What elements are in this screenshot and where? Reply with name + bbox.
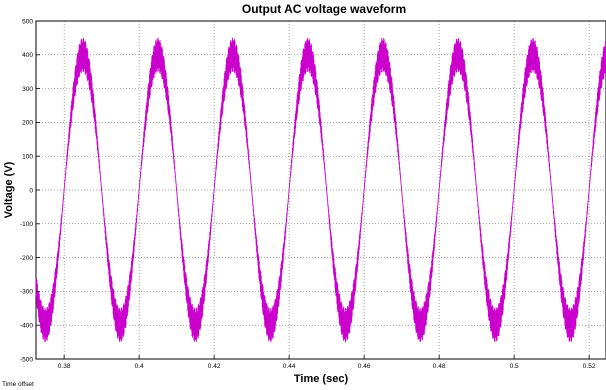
x-tick-label: 0.5 bbox=[510, 363, 519, 370]
y-tick-label: 200 bbox=[22, 120, 33, 127]
y-tick-label: -300 bbox=[20, 289, 33, 296]
y-axis-label: Voltage (V) bbox=[3, 161, 15, 218]
time-offset-label: Time offset bbox=[2, 381, 34, 388]
x-tick-label: 0.44 bbox=[283, 363, 296, 370]
chart-title: Output AC voltage waveform bbox=[242, 2, 406, 16]
y-tick-label: -100 bbox=[20, 221, 33, 228]
y-axis-ticks: -500 -400 -300 -200 -100 0 100 200 300 400 500 bbox=[20, 18, 40, 363]
voltage-trace bbox=[35, 37, 606, 343]
y-tick-label: -500 bbox=[20, 356, 33, 363]
x-tick-label: 0.38 bbox=[58, 363, 71, 370]
x-tick-label: 0.46 bbox=[358, 363, 371, 370]
x-tick-label: 0.52 bbox=[583, 363, 596, 370]
y-tick-label: 400 bbox=[22, 52, 33, 59]
x-tick-label: 0.4 bbox=[135, 363, 144, 370]
y-tick-label: -200 bbox=[20, 255, 33, 262]
y-tick-label: 100 bbox=[22, 154, 33, 161]
x-tick-label: 0.48 bbox=[433, 363, 446, 370]
y-tick-label: 300 bbox=[22, 86, 33, 93]
y-gridlines bbox=[36, 54, 606, 326]
y-tick-label: 500 bbox=[22, 18, 33, 25]
y-tick-label: -400 bbox=[20, 323, 33, 330]
x-tick-label: 0.42 bbox=[208, 363, 221, 370]
x-axis-label: Time (sec) bbox=[294, 373, 349, 385]
x-axis-ticks: 0.38 0.4 0.42 0.44 0.46 0.48 0.5 0.52 bbox=[58, 355, 596, 370]
y-tick-label: 0 bbox=[29, 187, 33, 194]
